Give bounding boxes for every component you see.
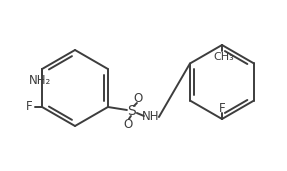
Text: F: F xyxy=(219,102,225,115)
Text: O: O xyxy=(133,91,143,104)
Text: F: F xyxy=(26,101,32,114)
Text: CH₃: CH₃ xyxy=(214,52,234,62)
Text: O: O xyxy=(123,117,133,130)
Text: S: S xyxy=(127,104,136,118)
Text: NH₂: NH₂ xyxy=(29,75,51,88)
Text: NH: NH xyxy=(142,110,160,123)
